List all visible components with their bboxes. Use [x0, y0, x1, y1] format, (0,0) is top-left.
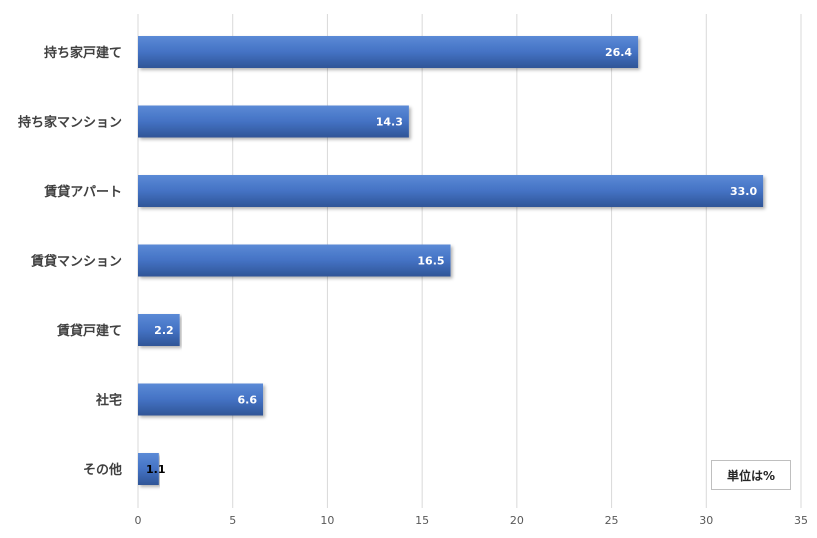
- bar: [138, 244, 451, 277]
- category-label: 持ち家マンション: [18, 115, 122, 131]
- category-label: その他: [83, 462, 122, 478]
- data-label: 33.0: [730, 185, 757, 198]
- category-label: 賃貸アパート: [43, 184, 122, 200]
- x-tick-label: 20: [510, 514, 524, 527]
- x-tick-label: 35: [794, 514, 808, 527]
- x-tick-label: 25: [605, 514, 619, 527]
- x-tick-label: 15: [415, 514, 429, 527]
- unit-note: 単位は%: [711, 460, 791, 490]
- bar: [138, 314, 180, 346]
- bar: [138, 383, 264, 416]
- category-label: 社宅: [95, 393, 122, 409]
- category-label: 賃貸マンション: [30, 254, 122, 270]
- x-tick-label: 10: [320, 514, 334, 527]
- data-label: 16.5: [417, 255, 444, 268]
- x-tick-label: 30: [699, 514, 713, 527]
- bar: [138, 36, 639, 68]
- data-label: 26.4: [605, 46, 632, 59]
- category-label: 持ち家戸建て: [44, 45, 122, 61]
- data-label: 2.2: [154, 324, 174, 337]
- bars: [138, 36, 764, 485]
- value-labels: 26.4 14.3 33.0 16.5 2.2 6.6 1.1: [146, 46, 757, 476]
- data-label: 14.3: [376, 116, 403, 129]
- x-tick-labels: 0 5 10 15 20 25 30 35: [135, 514, 809, 527]
- bar: [138, 105, 409, 138]
- bar: [138, 175, 764, 207]
- data-label: 6.6: [238, 394, 258, 407]
- x-tick-label: 0: [135, 514, 142, 527]
- x-tick-label: 5: [229, 514, 236, 527]
- data-label: 1.1: [146, 463, 166, 476]
- bar: [138, 453, 159, 485]
- category-label: 賃貸戸建て: [56, 323, 122, 339]
